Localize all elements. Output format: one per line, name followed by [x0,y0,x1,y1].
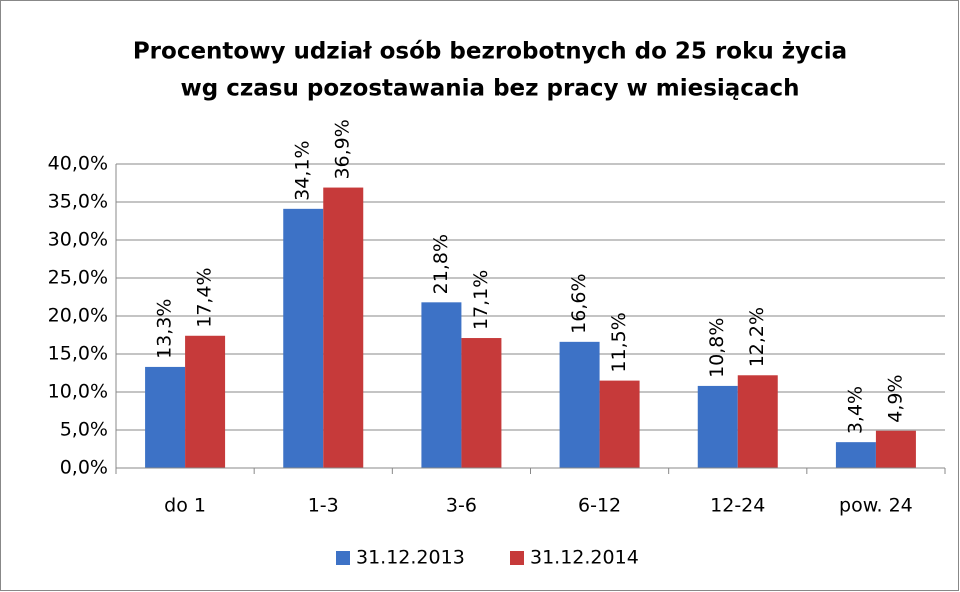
y-tick-label: 35,0% [48,191,108,213]
bar [185,335,226,468]
legend-label: 31.12.2014 [530,547,639,569]
legend-label: 31.12.2013 [356,547,465,569]
legend-swatch [336,551,350,565]
data-label: 16,6% [568,273,590,333]
data-label: 10,8% [706,318,728,378]
y-tick-label: 0,0% [60,457,108,479]
y-tick-label: 10,0% [48,381,108,403]
y-tick-label: 25,0% [48,267,108,289]
bar [737,375,778,468]
bar [283,208,324,468]
data-label: 21,8% [430,234,452,294]
data-label: 36,9% [332,119,354,179]
data-label: 4,9% [884,374,906,422]
x-tick-label: pow. 24 [839,495,913,517]
bar [421,302,462,468]
data-label: 12,2% [746,307,768,367]
y-tick-label: 5,0% [60,419,108,441]
y-tick-label: 15,0% [48,343,108,365]
y-tick-label: 20,0% [48,305,108,327]
x-tick-label: do 1 [164,495,206,517]
chart-title: wg czasu pozostawania bez pracy w miesią… [181,76,800,102]
chart-title: Procentowy udział osób bezrobotnych do 2… [133,39,847,65]
bar [145,366,186,468]
x-tick-label: 3-6 [446,495,477,517]
bar [697,385,738,468]
y-tick-label: 30,0% [48,229,108,251]
data-label: 11,5% [608,312,630,372]
bar [461,338,502,468]
x-tick-label: 6-12 [578,495,621,517]
data-label: 17,1% [470,270,492,330]
bar [559,341,600,468]
data-label: 34,1% [292,140,314,200]
x-tick-label: 12-24 [710,495,765,517]
x-tick-label: 1-3 [308,495,339,517]
legend-swatch [510,551,524,565]
bar [599,380,640,468]
data-label: 13,3% [154,299,176,359]
data-label: 3,4% [844,386,866,434]
bar [835,442,876,468]
bar [323,187,364,468]
bar [875,430,916,468]
y-tick-label: 40,0% [48,153,108,175]
data-label: 17,4% [194,267,216,327]
